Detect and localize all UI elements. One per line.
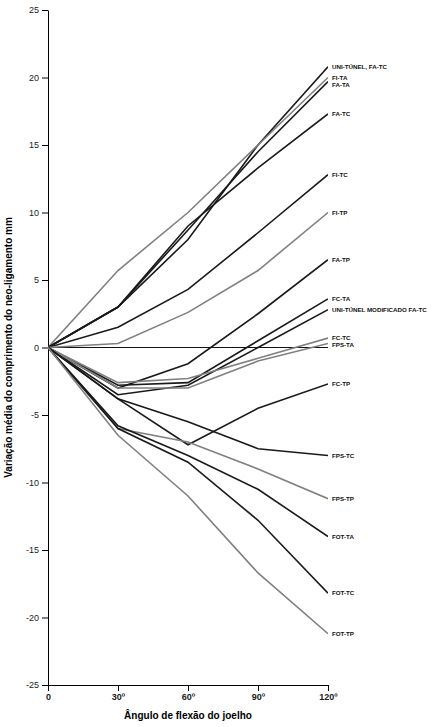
y-tick-label: 15 xyxy=(29,140,39,150)
plot: 0 30º 60º 90º 120º -25 -20 -15 -10 -5 0 5 10 15 20 25 UN… xyxy=(26,5,427,702)
y-tick-label: 25 xyxy=(29,5,39,15)
y-tick: 20 xyxy=(29,73,48,83)
y-axis: -25 -20 -15 -10 -5 0 5 10 15 20 25 xyxy=(26,5,49,690)
series-line xyxy=(48,338,328,383)
y-tick-label: -15 xyxy=(26,545,39,555)
x-tick-mark xyxy=(258,685,259,691)
y-tick: 5 xyxy=(34,275,48,285)
y-tick-label: -25 xyxy=(26,680,39,690)
series-line xyxy=(48,175,328,348)
y-tick-mark xyxy=(42,550,48,551)
series-label: FPS-TA xyxy=(332,341,354,348)
series-line xyxy=(48,67,328,348)
x-tick-label: 0 xyxy=(46,692,51,702)
series-label: FI-TA xyxy=(332,74,348,81)
y-tick: 0 xyxy=(34,343,48,353)
x-tick-label: 120º xyxy=(319,692,338,702)
series-line xyxy=(48,348,328,499)
x-axis-title: Ângulo de flexão do joelho xyxy=(124,709,252,721)
y-tick: -10 xyxy=(26,478,48,488)
series-label: FA-TC xyxy=(332,110,351,117)
series-label: FPS-TP xyxy=(332,495,354,502)
x-tick-mark xyxy=(48,685,49,691)
series-label: FI-TP xyxy=(332,209,347,216)
series-label: FOT-TA xyxy=(332,533,354,540)
y-tick-mark xyxy=(42,618,48,619)
series-line xyxy=(48,348,328,537)
series-line xyxy=(48,114,328,348)
series-line xyxy=(48,348,328,634)
y-tick-label: -20 xyxy=(26,613,39,623)
series-line xyxy=(48,310,328,395)
series-label: FOT-TP xyxy=(332,630,354,637)
y-tick-mark xyxy=(42,415,48,416)
x-tick: 0 xyxy=(46,685,51,702)
y-tick: 25 xyxy=(29,5,48,15)
series-label: FOT-TC xyxy=(332,589,355,596)
x-tick-mark xyxy=(188,685,189,691)
series-line xyxy=(48,78,328,348)
series-line xyxy=(48,348,328,594)
series-label: FC-TA xyxy=(332,295,351,302)
series-line xyxy=(48,82,328,348)
y-tick-mark xyxy=(42,145,48,146)
lines xyxy=(48,67,328,634)
y-tick-mark xyxy=(42,483,48,484)
y-tick-mark xyxy=(42,348,48,349)
series-line xyxy=(48,348,328,456)
x-tick: 60º xyxy=(182,685,196,702)
y-tick-label: 0 xyxy=(34,343,39,353)
y-tick: -15 xyxy=(26,545,48,555)
y-tick-label: 5 xyxy=(34,275,39,285)
x-tick-label: 30º xyxy=(112,692,126,702)
series-label: FPS-TC xyxy=(332,452,355,459)
x-tick-mark xyxy=(328,685,329,691)
y-tick-mark xyxy=(42,78,48,79)
x-tick-mark xyxy=(118,685,119,691)
y-tick: -20 xyxy=(26,613,48,623)
series-labels: UNI-TÚNEL, FA-TC FI-TAFA-TA FA-TC FI-TC FI-T… xyxy=(332,63,427,637)
y-tick-mark xyxy=(42,213,48,214)
series-label: UNI-TÚNEL, FA-TC xyxy=(332,63,388,70)
series-label: FC-TP xyxy=(332,380,350,387)
y-tick-mark xyxy=(42,280,48,281)
x-tick: 120º xyxy=(319,685,338,702)
y-tick-mark xyxy=(42,10,48,11)
series-label: FI-TC xyxy=(332,171,348,178)
series-line xyxy=(48,213,328,348)
y-tick: 15 xyxy=(29,140,48,150)
x-axis: 0 30º 60º 90º 120º xyxy=(46,685,338,702)
series-line xyxy=(48,260,328,388)
x-tick-label: 90º xyxy=(252,692,266,702)
x-tick: 30º xyxy=(112,685,126,702)
y-axis-title: Variação média do comprimento do neo-lig… xyxy=(3,217,14,478)
x-tick: 90º xyxy=(252,685,266,702)
series-label: FA-TP xyxy=(332,256,350,263)
series-label: UNI-TÚNEL MODIFICADO FA-TC xyxy=(332,306,427,313)
series-label: FA-TA xyxy=(332,81,350,88)
y-tick: 10 xyxy=(29,208,48,218)
series-line xyxy=(48,343,328,388)
y-tick-label: 20 xyxy=(29,73,39,83)
x-tick-label: 60º xyxy=(182,692,196,702)
y-tick: -25 xyxy=(26,680,48,690)
y-tick-label: 10 xyxy=(29,208,39,218)
zero-line xyxy=(48,347,328,348)
y-tick-mark xyxy=(42,685,48,686)
y-tick-label: -5 xyxy=(31,410,39,420)
y-tick-label: -10 xyxy=(26,478,39,488)
chart: 0 30º 60º 90º 120º -25 -20 -15 -10 -5 0 5 10 15 20 25 UN… xyxy=(0,0,432,727)
y-tick: -5 xyxy=(31,410,48,420)
series-label: FC-TC xyxy=(332,334,351,341)
